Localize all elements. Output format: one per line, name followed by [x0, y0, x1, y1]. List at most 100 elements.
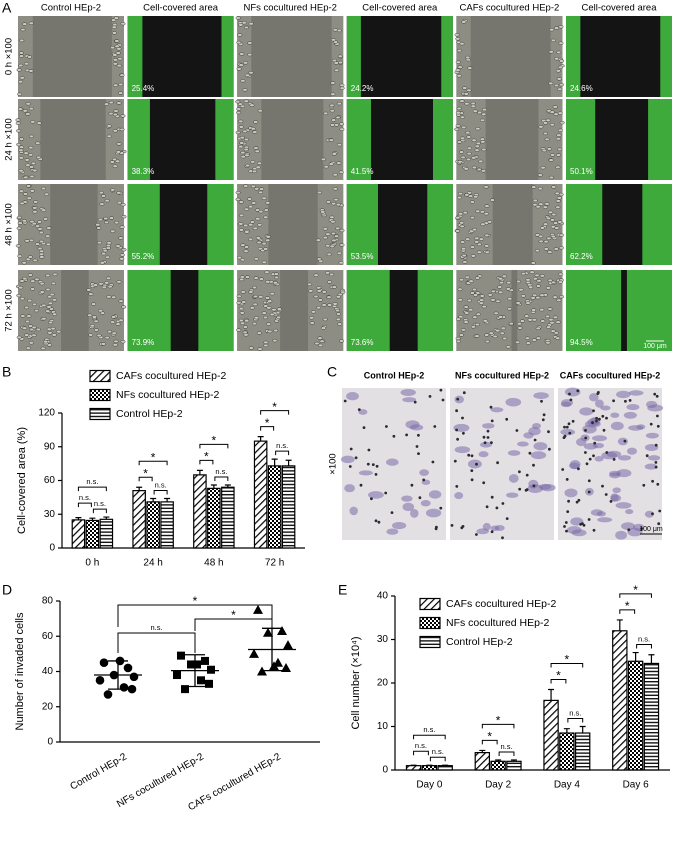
invaded-cell [349, 506, 358, 516]
cell [461, 253, 467, 258]
invaded-cell [579, 407, 594, 416]
invaded-cell [616, 390, 631, 399]
cell [329, 103, 335, 108]
cell [101, 194, 106, 198]
cell [251, 201, 257, 205]
cell [257, 161, 262, 165]
row-label: 24 h ×100 [4, 118, 15, 161]
coverage-value: 62.2% [570, 252, 593, 261]
cell [459, 224, 465, 229]
invaded-cell [482, 423, 495, 429]
cell [116, 280, 122, 284]
cell [47, 301, 53, 305]
pore [490, 419, 494, 423]
significance-label: * [204, 450, 209, 464]
cell [39, 255, 45, 259]
cell [29, 219, 35, 224]
error-bar [563, 728, 570, 734]
significance-bracket [275, 450, 290, 456]
point [173, 671, 181, 680]
cell [315, 238, 321, 242]
invaded-cell [623, 411, 637, 419]
cell [544, 137, 550, 142]
cell [530, 261, 536, 265]
cell [39, 290, 45, 294]
covered-area [566, 184, 603, 265]
cell [252, 302, 258, 307]
cell [554, 191, 560, 196]
significance-label: * [231, 608, 236, 622]
cell [477, 110, 483, 115]
cell [117, 57, 123, 61]
cell [45, 309, 51, 313]
cell [483, 185, 489, 189]
cell [481, 112, 487, 116]
pore [540, 399, 543, 403]
cell [314, 341, 320, 346]
cell [313, 294, 319, 299]
cell [31, 333, 37, 337]
significance-bracket [429, 756, 446, 762]
cell [309, 321, 315, 325]
cell [325, 200, 331, 204]
cell [106, 134, 112, 138]
cell [115, 150, 121, 154]
cell [97, 217, 103, 222]
pore [525, 488, 529, 491]
cell [248, 346, 254, 350]
cell [559, 233, 565, 237]
cell [531, 308, 537, 312]
cell [558, 65, 563, 69]
point [181, 685, 189, 694]
bar [99, 518, 114, 549]
cell [474, 276, 480, 280]
cell [24, 333, 30, 337]
cell [484, 250, 490, 254]
cell [110, 320, 116, 324]
cell [329, 109, 335, 113]
cell [39, 249, 45, 253]
cell [480, 140, 486, 144]
cell [241, 300, 247, 304]
cell [257, 109, 263, 113]
pore [601, 414, 605, 418]
invaded-cell [610, 412, 620, 418]
coverage-value: 24.2% [351, 84, 374, 93]
pore [609, 500, 613, 503]
cell [460, 136, 465, 140]
cell [558, 280, 563, 284]
significance-label: * [496, 714, 501, 728]
cell [245, 163, 251, 168]
cell [244, 245, 250, 249]
bar [221, 486, 235, 549]
invaded-cell [533, 392, 549, 399]
cell [459, 150, 464, 154]
y-tick-label: 120 [38, 408, 55, 419]
cell [470, 101, 476, 106]
cell [535, 284, 541, 288]
invaded-cell [344, 484, 355, 493]
significance-label: * [265, 416, 270, 430]
cell [36, 121, 42, 125]
invaded-cell [391, 521, 407, 530]
cell [20, 27, 26, 32]
cell [41, 303, 47, 308]
point [129, 672, 139, 682]
cell [104, 281, 110, 285]
cell [238, 119, 244, 124]
cell [18, 285, 24, 290]
cell [56, 329, 62, 334]
cell [274, 275, 280, 280]
cell [558, 25, 564, 29]
cell [535, 336, 541, 340]
cell [338, 261, 344, 265]
cell [236, 67, 242, 71]
cell [335, 202, 341, 207]
pore [456, 437, 459, 441]
cell [18, 51, 24, 55]
cell [464, 193, 470, 197]
cell [311, 310, 316, 314]
cell [34, 277, 40, 282]
pore [581, 522, 584, 525]
cell [556, 298, 562, 302]
